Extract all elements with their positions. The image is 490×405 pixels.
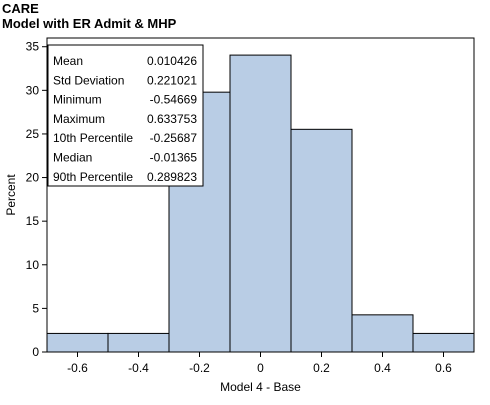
chart-titles: CARE Model with ER Admit & MHP [2, 1, 176, 31]
stat-value: 0.221021 [147, 73, 197, 87]
y-tick-label: 30 [26, 83, 40, 97]
histogram-bar-1 [46, 332, 109, 353]
x-tick-label: -0.2 [189, 361, 210, 375]
bars-group [46, 54, 475, 353]
x-tick-label: 0.4 [374, 361, 391, 375]
stat-label: Median [53, 151, 92, 165]
y-tick-label: 10 [26, 258, 40, 272]
x-tick-label: 0.2 [313, 361, 330, 375]
x-axis-ticks: -0.6 -0.4 -0.2 0 0.2 0.4 0.6 [67, 352, 452, 375]
stats-box: Mean 0.010426 Std Deviation 0.221021 Minimum… [47, 44, 204, 187]
histogram-bar-6 [351, 314, 414, 353]
stat-label: 90th Percentile [53, 170, 133, 184]
stat-value: 0.633753 [147, 112, 197, 126]
stat-label: Minimum [53, 93, 102, 107]
y-tick-label: 25 [26, 127, 40, 141]
y-tick-label: 0 [32, 345, 39, 359]
histogram-bar-5 [290, 128, 353, 353]
stat-label: Mean [53, 54, 83, 68]
y-tick-label: 15 [26, 214, 40, 228]
stat-value: 0.010426 [147, 54, 197, 68]
x-tick-label: 0 [257, 361, 264, 375]
y-tick-label: 5 [32, 301, 39, 315]
histogram-bar-4 [229, 54, 292, 353]
x-axis-label: Model 4 - Base [220, 380, 301, 394]
y-tick-label: 20 [26, 171, 40, 185]
stat-label: Std Deviation [53, 73, 124, 87]
histogram-bar-2 [107, 332, 170, 353]
stat-value: -0.01365 [150, 151, 198, 165]
y-axis-label: Percent [4, 174, 18, 216]
histogram-bar-7 [412, 332, 475, 353]
chart-subtitle: Model with ER Admit & MHP [2, 16, 177, 31]
stat-value: -0.25687 [150, 131, 198, 145]
stat-label: 10th Percentile [53, 131, 133, 145]
x-tick-label: -0.4 [128, 361, 149, 375]
x-tick-label: -0.6 [67, 361, 88, 375]
x-tick-label: 0.6 [435, 361, 452, 375]
stat-value: -0.54669 [150, 93, 198, 107]
chart-title: CARE [2, 1, 39, 16]
y-tick-label: 35 [26, 40, 40, 54]
stat-label: Maximum [53, 112, 105, 126]
stats-box-frame [47, 44, 204, 187]
y-axis-ticks: 0 5 10 15 20 25 30 35 [26, 40, 47, 359]
stat-value: 0.289823 [147, 170, 197, 184]
